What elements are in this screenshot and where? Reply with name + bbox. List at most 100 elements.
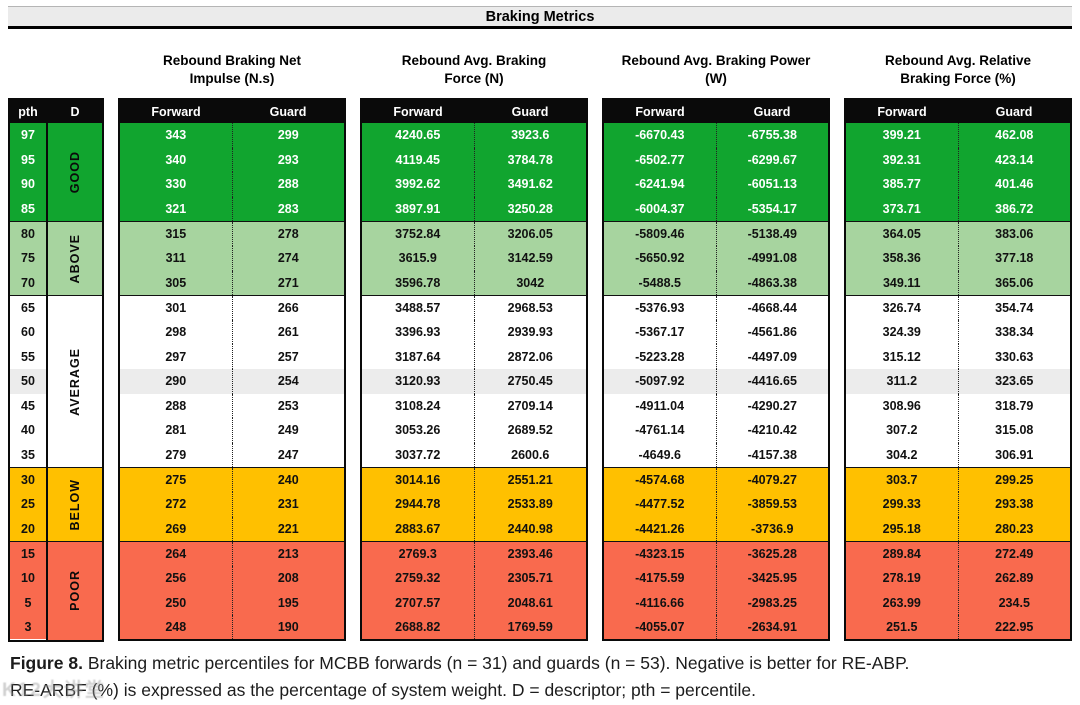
metric-cell: -4991.08 [715,245,829,271]
tables-row: pth 97 95 90 85 80 75 70 65 60 55 50 45 40 35 30 25 20 15… [8,98,1072,642]
table-row: 303.7 299.25 [846,467,1070,492]
metric-cell: 303.7 [886,473,918,488]
table-row: 3488.57 2968.53 [362,295,586,320]
subcolumn-header-guard: Guard [269,104,307,119]
metric-cell: 3615.9 [398,251,437,266]
metric-cell: 2689.52 [473,418,587,443]
metric-cell: -5354.17 [715,196,829,222]
metric-cell: 293.38 [957,491,1071,517]
table-row: 3053.26 2689.52 [362,418,586,443]
table-row: 295.18 280.23 [846,516,1071,542]
metric-cell: 195 [231,590,345,615]
metric-cell: 3053.26 [395,423,441,438]
descriptor-band-below: BELOW [48,467,102,542]
metric-cell: -5809.46 [635,227,685,242]
table-row: 2707.57 2048.61 [362,590,586,615]
pth-cell: 3 [10,614,46,640]
pth-cell: 5 [10,590,46,615]
metric-table-2: Forward Guard -6670.43 -6755.38 -6502.77 -629… [602,98,830,642]
group-title-2: Rebound Avg. Braking Power (W) [621,52,811,86]
table-row: 3992.62 3491.62 [362,172,586,197]
percentile-column: pth 97 95 90 85 80 75 70 65 60 55 50 45 40 35 30 25 20 15… [10,100,46,640]
table-row: 256 208 [120,565,345,591]
group-title-1: Rebound Avg. Braking Force (N) [401,52,547,86]
metric-cell: -5223.28 [635,349,685,364]
table-row: 3120.93 2750.45 [362,368,587,394]
table-row: 311.2 323.65 [846,368,1071,394]
pth-cell: 30 [10,467,46,492]
metric-cell: -4416.65 [715,368,829,394]
metric-cell: -5650.92 [635,251,685,266]
table-row: 385.77 401.46 [846,172,1070,197]
metric-cell: 323.65 [957,368,1071,394]
metric-cell: 399.21 [882,128,921,143]
table-row: -6004.37 -5354.17 [604,196,829,222]
metric-cell: 2750.45 [473,368,587,394]
table-row: 373.71 386.72 [846,196,1071,222]
pth-cell: 40 [10,418,46,443]
metric-cell: -2983.25 [715,590,829,615]
table-row: 3752.84 3206.05 [362,221,586,246]
table-title: Braking Metrics [485,8,595,25]
descriptor-band-average: AVERAGE [48,295,102,468]
metric-cell: 289.84 [882,546,921,561]
metric-cell: 271 [231,270,345,296]
table-row: -4911.04 -4290.27 [604,393,828,419]
table-row: 3897.91 3250.28 [362,196,586,222]
metric-cell: -4175.59 [635,570,685,585]
metric-cell: 330.63 [957,344,1071,369]
table-row: 349.11 365.06 [846,270,1070,296]
metric-cell: 299 [231,123,345,148]
metric-cell: 272 [165,497,187,512]
descriptor-label: GOOD [68,151,82,194]
metric-cell: -4497.09 [715,344,829,369]
table-row: 3187.64 2872.06 [362,344,586,369]
table-row: 290 254 [120,368,344,394]
table-row: 278.19 262.89 [846,565,1071,591]
pth-cell: 50 [10,368,46,394]
metric-cell: 2305.71 [473,565,587,591]
metric-cell: 3596.78 [395,275,441,290]
metric-cell: -3425.95 [715,565,829,591]
table-row: 3396.93 2939.93 [362,319,586,345]
subcolumn-header-guard: Guard [511,104,549,119]
metric-cell: 2944.78 [395,497,441,512]
metric-cell: 2759.32 [395,570,441,585]
metric-cell: 280.23 [957,516,1071,542]
metric-cell: 3142.59 [473,245,587,271]
metric-cell: 250 [165,595,187,610]
table-row: 399.21 462.08 [846,123,1070,148]
metric-cell: 386.72 [957,196,1071,222]
subcolumn-header-forward: Forward [877,104,927,119]
metric-cell: 318.79 [957,393,1071,419]
table-row: 358.36 377.18 [846,245,1070,271]
metric-cell: 293 [231,147,345,173]
metric-cell: 299.25 [957,468,1071,492]
metric-cell: 213 [231,542,345,566]
metric-cell: -4210.42 [715,418,829,443]
metric-cell: 221 [231,516,345,542]
metric-cell: -4668.44 [715,296,829,320]
group-title-3: Rebound Avg. Relative Braking Force (%) [884,52,1032,86]
metric-cell: 295.18 [882,521,921,536]
table-row: 3037.72 2600.6 [362,442,586,468]
metric-cell: 251.5 [886,620,918,635]
metric-cell: 3108.24 [395,398,441,413]
metric-cell: -6051.13 [715,172,829,197]
metric-cell: 338.34 [957,319,1071,345]
table-row: 2688.82 1769.59 [362,614,586,640]
metric-cell: 262.89 [957,565,1071,591]
pth-cell: 10 [10,565,46,591]
metric-cell: 3120.93 [395,374,441,389]
table-row: 299.33 293.38 [846,491,1071,517]
table-row: -4649.6 -4157.38 [604,442,828,468]
metric-cell: 3206.05 [473,222,587,246]
metric-cell: -4079.27 [715,468,829,492]
metric-cell: 208 [231,565,345,591]
metric-cell: 2707.57 [395,595,441,610]
pth-cell: 85 [10,196,46,222]
table-row: 279 247 [120,442,344,468]
pth-cell: 15 [10,541,46,566]
descriptor-band-poor: POOR [48,541,102,640]
metric-cell: 3042 [473,270,587,296]
